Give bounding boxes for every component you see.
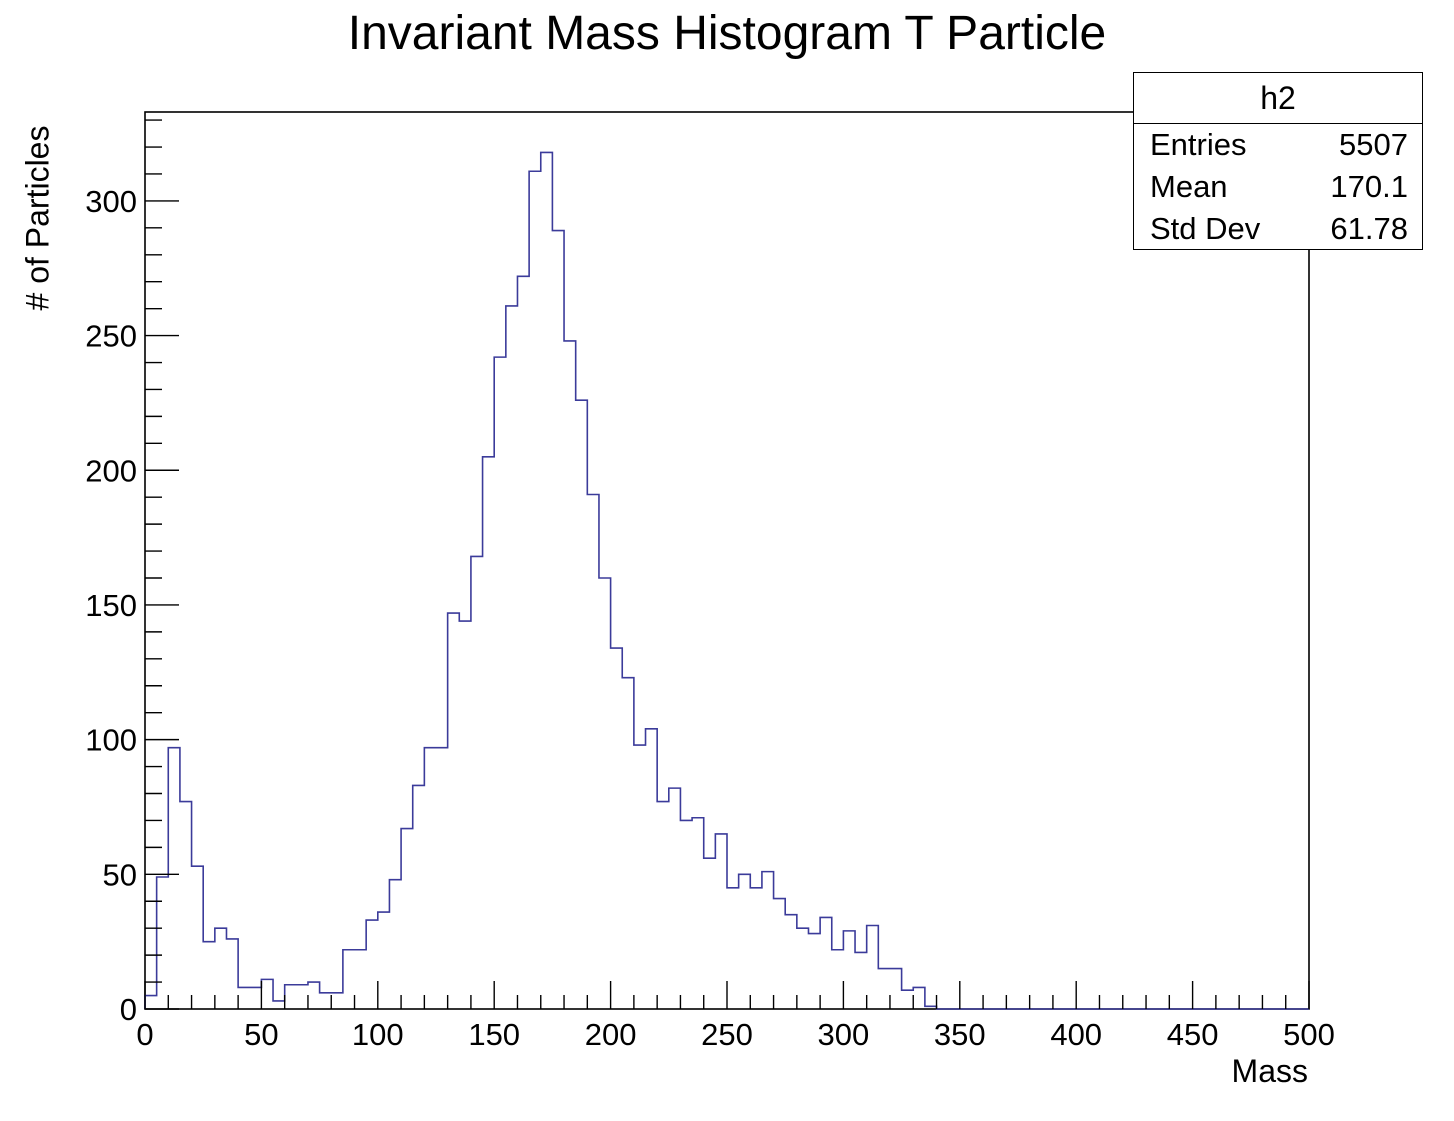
- x-tick-label: 450: [1167, 1017, 1219, 1052]
- y-tick-label: 150: [85, 588, 137, 623]
- x-tick-label: 250: [701, 1017, 753, 1052]
- y-tick-label: 200: [85, 453, 137, 488]
- y-axis-label: # of Particles: [19, 125, 56, 311]
- stats-row-entries: Entries 5507: [1134, 124, 1422, 166]
- stats-row-mean: Mean 170.1: [1134, 166, 1422, 208]
- stats-row-stddev: Std Dev 61.78: [1134, 208, 1422, 250]
- y-tick-label: 300: [85, 184, 137, 219]
- x-tick-label: 400: [1050, 1017, 1102, 1052]
- y-tick-label: 0: [120, 992, 137, 1027]
- stats-box-name: h2: [1134, 73, 1422, 124]
- chart-title: Invariant Mass Histogram T Particle: [347, 7, 1107, 60]
- stats-label: Mean: [1150, 169, 1228, 204]
- stats-label: Std Dev: [1150, 211, 1261, 246]
- y-tick-label: 100: [85, 723, 137, 758]
- stats-box: h2 Entries 5507 Mean 170.1 Std Dev 61.78: [1133, 72, 1423, 250]
- stats-label: Entries: [1150, 127, 1247, 162]
- x-tick-label: 150: [468, 1017, 520, 1052]
- stats-value: 170.1: [1330, 169, 1408, 204]
- x-tick-label: 300: [818, 1017, 870, 1052]
- x-axis-label: Mass: [1231, 1053, 1308, 1089]
- x-tick-label: 350: [934, 1017, 986, 1052]
- y-tick-label: 50: [103, 857, 137, 892]
- x-tick-label: 200: [585, 1017, 637, 1052]
- y-tick-label: 250: [85, 319, 137, 354]
- x-tick-label: 0: [136, 1017, 153, 1052]
- stats-value: 61.78: [1330, 211, 1408, 246]
- x-tick-label: 50: [244, 1017, 278, 1052]
- histogram-series-line: [144, 151, 1309, 1010]
- x-tick-label: 100: [352, 1017, 404, 1052]
- stats-value: 5507: [1339, 127, 1408, 162]
- x-tick-label: 500: [1283, 1017, 1335, 1052]
